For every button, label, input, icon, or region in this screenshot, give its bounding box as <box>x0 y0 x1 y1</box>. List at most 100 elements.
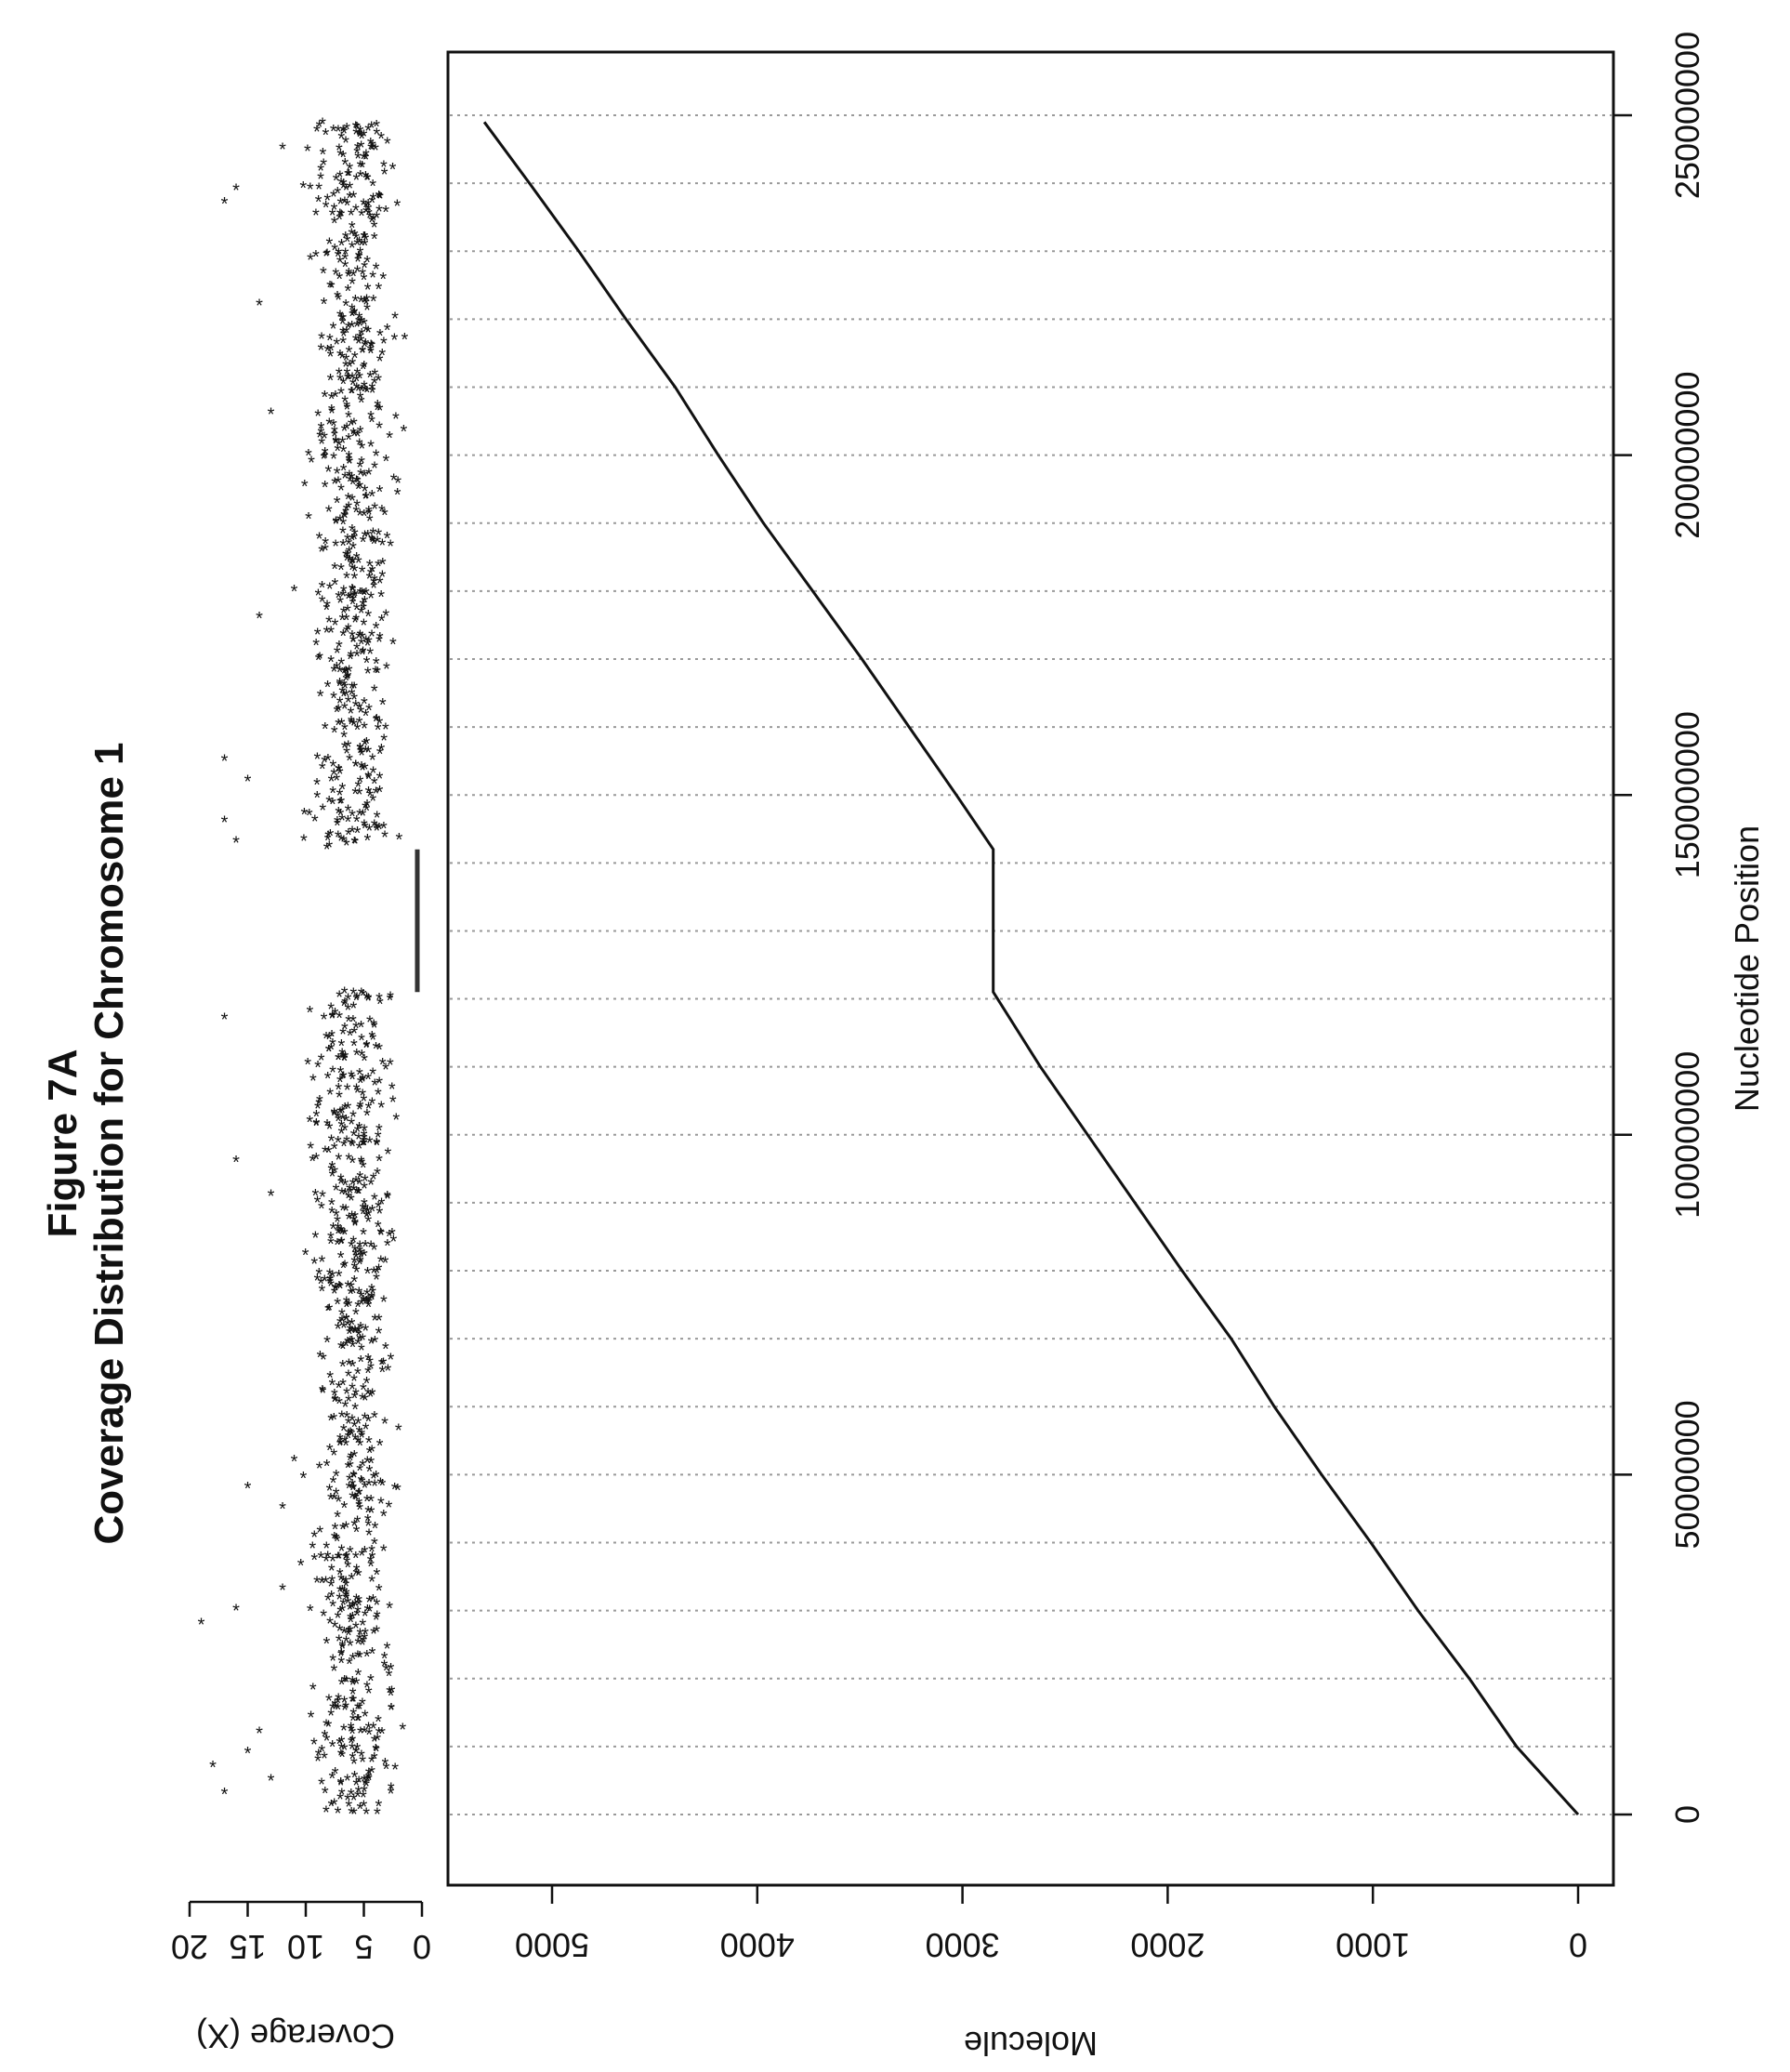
coverage-point: * <box>357 1353 364 1373</box>
coverage-point: * <box>371 572 378 592</box>
coverage-point: * <box>320 145 327 165</box>
coverage-point: * <box>371 230 378 250</box>
coverage-point: * <box>363 301 371 322</box>
coverage-point: * <box>326 1482 334 1502</box>
coverage-point: * <box>341 1257 349 1277</box>
coverage-point: * <box>372 1741 379 1762</box>
coverage-point: * <box>348 1804 355 1825</box>
coverage-point: * <box>310 1527 318 1548</box>
coverage-point: * <box>328 279 336 299</box>
coverage-point: * <box>344 601 351 622</box>
coverage-point: * <box>349 1481 357 1501</box>
coverage-point: * <box>310 1551 318 1571</box>
coverage-point: * <box>327 1234 335 1255</box>
coverage-point: * <box>365 784 373 804</box>
coverage-point: * <box>307 1139 314 1159</box>
coverage-point: * <box>368 627 375 648</box>
coverage-point: * <box>346 1297 353 1317</box>
coverage-point: * <box>359 1617 366 1637</box>
coverage-point: * <box>340 1722 348 1742</box>
coverage-point: * <box>374 1595 381 1616</box>
coverage-point: * <box>346 467 353 487</box>
coverage-point: * <box>345 268 352 288</box>
coverage-point: * <box>380 158 388 178</box>
coverage-point: * <box>352 503 360 523</box>
coverage-point: * <box>341 995 349 1015</box>
coverage-point: * <box>356 785 363 805</box>
coverage-point: * <box>345 1366 352 1387</box>
coverage-point: * <box>300 832 308 852</box>
coverage-point: * <box>346 454 353 474</box>
coverage-point: * <box>356 507 363 527</box>
coverage-point: * <box>341 257 349 278</box>
coverage-point: * <box>350 999 358 1020</box>
coverage-point: * <box>332 1005 339 1025</box>
coverage-point: * <box>340 832 348 852</box>
coverage-point: * <box>338 683 346 704</box>
coverage-point: * <box>354 1298 362 1318</box>
coverage-point: * <box>358 1748 365 1768</box>
coverage-point: * <box>388 1080 396 1101</box>
coverage-point: * <box>368 193 375 214</box>
coverage-point: * <box>357 1248 364 1269</box>
coverage-point: * <box>372 1311 379 1331</box>
coverage-point: * <box>344 1772 351 1792</box>
coverage-point: * <box>349 1338 357 1358</box>
coverage-point: * <box>343 1294 350 1314</box>
coverage-y-axis-label: Coverage (X) <box>196 2017 395 2055</box>
coverage-point: * <box>336 762 343 783</box>
coverage-point: * <box>359 645 366 666</box>
coverage-point: * <box>325 1030 333 1050</box>
coverage-point: * <box>367 337 375 357</box>
coverage-point: * <box>337 1654 345 1674</box>
coverage-point: * <box>336 1224 344 1245</box>
coverage-point: * <box>358 293 365 313</box>
coverage-point: * <box>334 643 341 664</box>
coverage-point: * <box>362 231 369 252</box>
coverage-point: * <box>350 415 358 435</box>
coverage-point: * <box>314 587 322 607</box>
coverage-point: * <box>349 633 357 653</box>
coverage-point: * <box>373 784 380 804</box>
coverage-point: * <box>335 1080 342 1101</box>
coverage-point: * <box>335 1690 342 1710</box>
coverage-point: * <box>327 341 335 362</box>
coverage-point: * <box>337 1647 345 1668</box>
coverage-point: * <box>349 1724 356 1745</box>
coverage-point: * <box>349 1333 356 1353</box>
molecule-y-tick-label: 1000 <box>1336 1926 1410 1964</box>
coverage-point: * <box>358 746 365 766</box>
coverage-point: * <box>337 1571 345 1591</box>
coverage-point: * <box>329 1268 336 1288</box>
coverage-point: * <box>336 1394 343 1415</box>
coverage-point: * <box>358 1047 365 1067</box>
coverage-point: * <box>340 996 348 1017</box>
coverage-point: * <box>364 196 372 217</box>
coverage-point: * <box>353 372 361 392</box>
coverage-point: * <box>343 1672 350 1693</box>
coverage-point: * <box>356 806 363 826</box>
coverage-point: * <box>356 369 363 389</box>
coverage-point: * <box>365 466 373 486</box>
coverage-point: * <box>380 732 388 752</box>
coverage-point: * <box>375 1712 382 1733</box>
coverage-point: * <box>337 831 345 851</box>
coverage-point: * <box>345 1012 352 1033</box>
coverage-point: * <box>347 1184 354 1205</box>
coverage-point: * <box>379 1476 387 1497</box>
coverage-point: * <box>392 1110 400 1130</box>
coverage-point: * <box>334 816 341 837</box>
coverage-point: * <box>337 1746 345 1766</box>
coverage-point: * <box>321 753 328 773</box>
coverage-point: * <box>344 531 351 551</box>
coverage-point: * <box>350 1372 358 1392</box>
coverage-point: * <box>362 322 370 342</box>
coverage-point: * <box>394 474 401 495</box>
coverage-point: * <box>337 561 345 581</box>
coverage-point: * <box>357 157 364 178</box>
coverage-point: * <box>365 1298 373 1318</box>
coverage-point: * <box>323 624 331 644</box>
coverage-point: * <box>330 758 337 778</box>
coverage-point: * <box>328 1132 336 1153</box>
coverage-point: * <box>351 614 359 634</box>
